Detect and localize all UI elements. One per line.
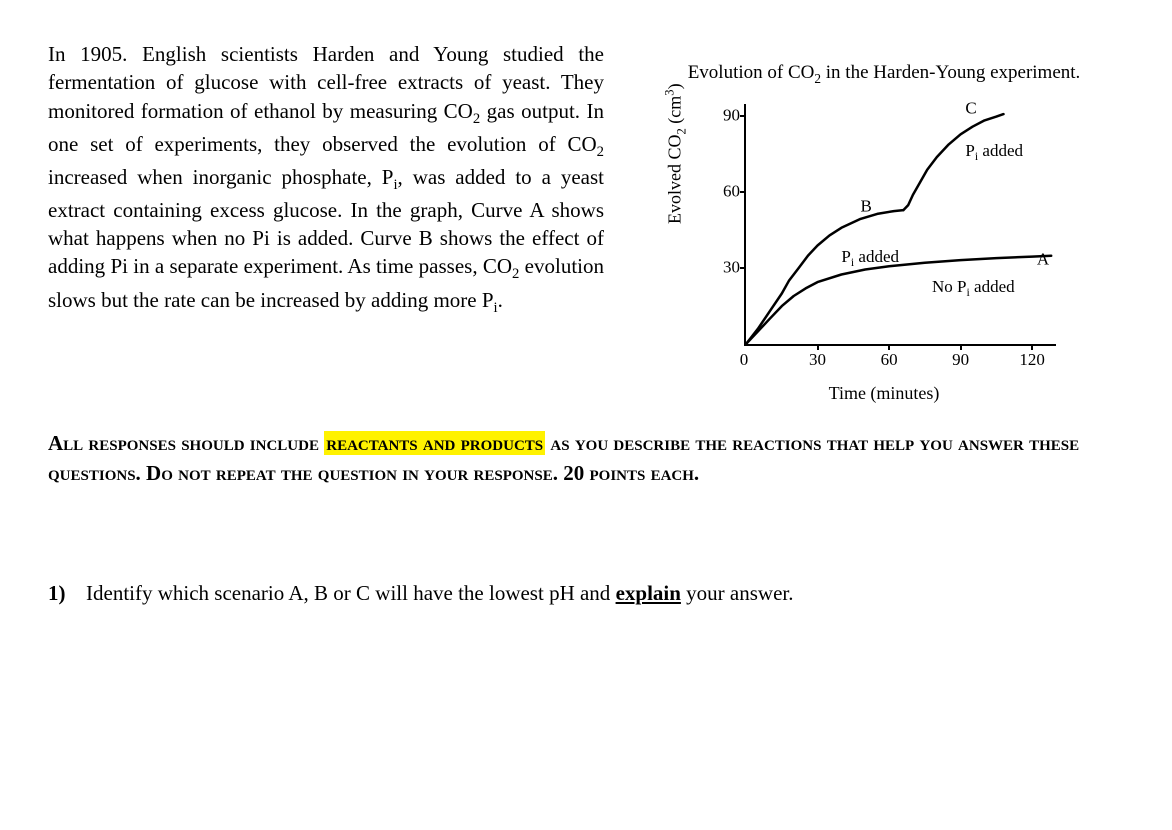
x-tick-label: 120 <box>1019 349 1045 372</box>
question-text: Identify which scenario A, B or C will h… <box>86 579 1124 607</box>
y-tick-label: 60 <box>712 181 740 204</box>
instructions-highlight: reactants and products <box>324 431 545 455</box>
annotation-pi_added_1: Pi added <box>841 246 899 270</box>
curve-B <box>746 210 903 344</box>
plot-area: 3060903060901200BCAPi addedPi addedNo Pi… <box>744 104 1056 346</box>
x-tick-label: 30 <box>809 349 826 372</box>
chart-box: Evolved CO2 (cm3) 3060903060901200BCAPi … <box>674 94 1094 404</box>
annotation-label_B: B <box>860 196 871 219</box>
x-tick-label: 90 <box>952 349 969 372</box>
y-tick-label: 90 <box>712 105 740 128</box>
chart-title: Evolution of CO2 in the Harden-Young exp… <box>644 60 1124 88</box>
intro-paragraph: In 1905. English scientists Harden and Y… <box>48 40 604 319</box>
instructions: All responses should include reactants a… <box>48 428 1124 489</box>
annotation-label_A: A <box>1037 249 1049 272</box>
y-tick-label: 30 <box>712 256 740 279</box>
x-axis-label: Time (minutes) <box>674 381 1094 405</box>
y-axis-label: Evolved CO2 (cm3) <box>662 83 691 224</box>
question-1: 1) Identify which scenario A, B or C wil… <box>48 579 1124 607</box>
x-tick-label: 60 <box>881 349 898 372</box>
annotation-label_C: C <box>965 97 976 120</box>
origin-label: 0 <box>740 349 749 372</box>
question-number: 1) <box>48 579 72 607</box>
annotation-pi_added_2: Pi added <box>965 140 1023 164</box>
chart-area: Evolution of CO2 in the Harden-Young exp… <box>644 40 1124 404</box>
annotation-no_pi: No Pi added <box>932 276 1015 300</box>
instructions-pre: All responses should include <box>48 431 324 455</box>
